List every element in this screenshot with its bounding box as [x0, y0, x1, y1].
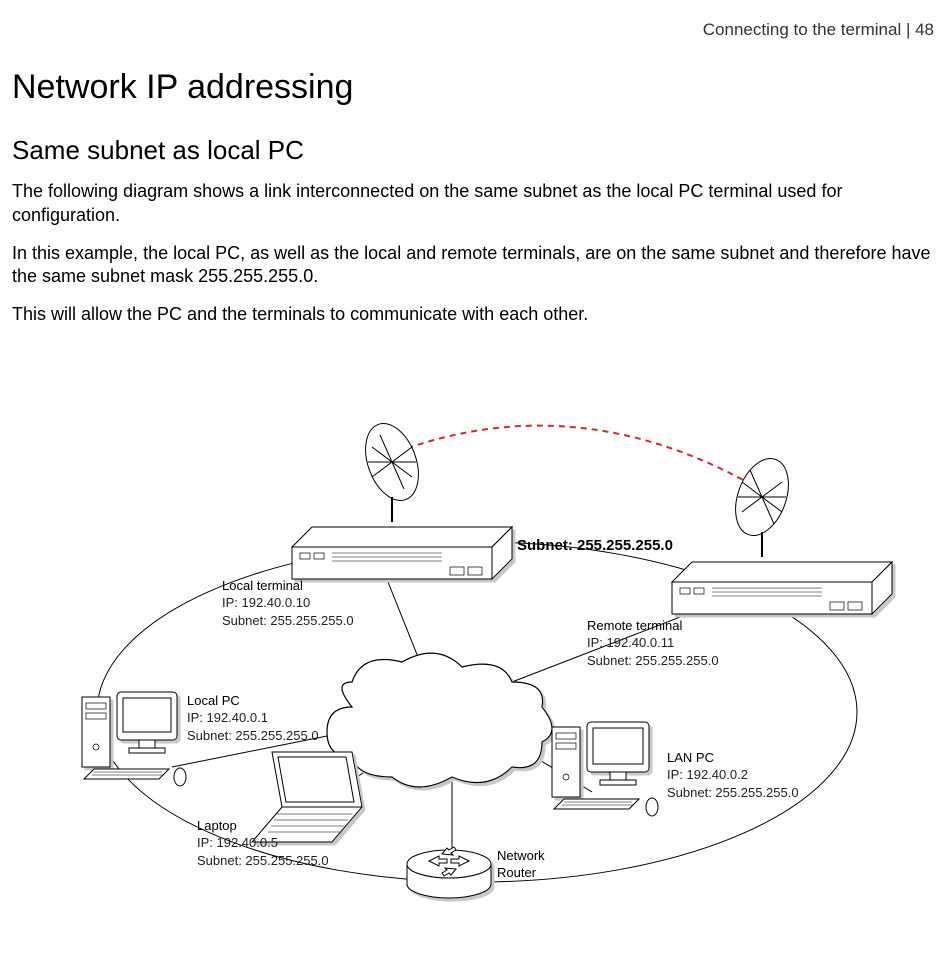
laptop-label: Laptop IP: 192.40.0.5 Subnet: 255.255.25…: [197, 817, 329, 870]
diagram-svg: [52, 407, 902, 927]
network-diagram: Subnet: 255.255.255.0 Local terminal IP:…: [52, 407, 902, 927]
subnet-banner: Subnet: 255.255.255.0: [517, 537, 673, 554]
remote-terminal-label: Remote terminal IP: 192.40.0.11 Subnet: …: [587, 617, 719, 670]
header-breadcrumb: Connecting to the terminal | 48: [12, 20, 934, 40]
local-pc-label: Local PC IP: 192.40.0.1 Subnet: 255.255.…: [187, 692, 319, 745]
page: Connecting to the terminal | 48 Network …: [0, 0, 944, 954]
local-terminal-label: Local terminal IP: 192.40.0.10 Subnet: 2…: [222, 577, 354, 630]
paragraph: This will allow the PC and the terminals…: [12, 303, 934, 327]
local-terminal-icon: [292, 416, 512, 579]
paragraph: In this example, the local PC, as well a…: [12, 242, 934, 290]
paragraph: The following diagram shows a link inter…: [12, 180, 934, 228]
router-label: Network Router: [497, 847, 545, 882]
section-title: Same subnet as local PC: [12, 135, 934, 166]
lan-pc-label: LAN PC IP: 192.40.0.2 Subnet: 255.255.25…: [667, 749, 799, 802]
remote-terminal-icon: [672, 451, 892, 614]
page-title: Network IP addressing: [12, 68, 934, 107]
router-icon: [407, 847, 491, 898]
